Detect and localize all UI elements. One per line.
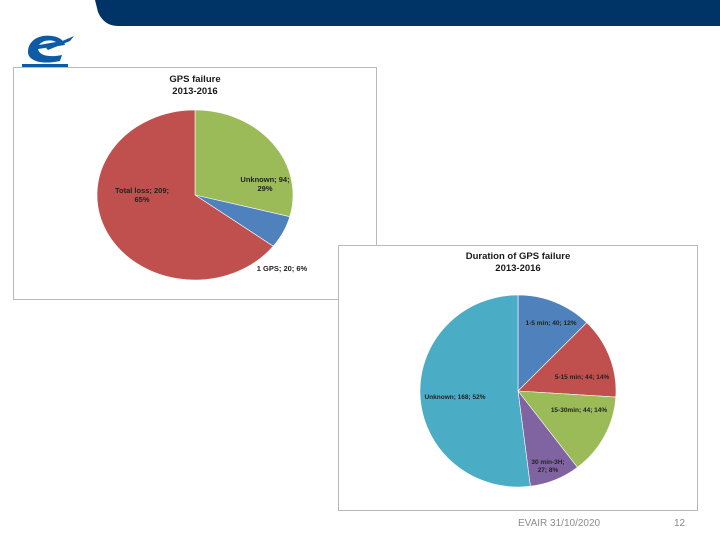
eurocontrol-logo-icon	[22, 35, 74, 67]
pie-slice-1-5-min	[517, 294, 588, 392]
data-label-15-30min: 15-30min; 44; 14%	[551, 407, 608, 414]
data-label-1-gps: 1 GPS; 20; 6%	[257, 264, 308, 273]
pie-slice-15-30min	[517, 390, 617, 468]
header-band	[0, 0, 720, 26]
pie-slice-unknown	[194, 109, 294, 218]
chart-gps-failure: GPS failure 2013-2016 Unknown; 94; 29% 1 G…	[13, 67, 377, 300]
chart-title: Duration of GPS failure 2013-2016	[339, 251, 697, 275]
data-label-5-15-min: 5-15 min; 44; 14%	[555, 374, 610, 381]
pie-chart: 1-5 min; 40; 12% 5-15 min; 44; 14% 15-30mi…	[419, 294, 617, 488]
chart-title: GPS failure 2013-2016	[14, 74, 376, 98]
pie-slice-unknown	[419, 294, 531, 488]
chart-title-line1: Duration of GPS failure	[465, 251, 571, 262]
chart-title-line2: 2013-2016	[172, 86, 218, 97]
pie-chart: Unknown; 94; 29% 1 GPS; 20; 6% Total loss; …	[96, 109, 308, 281]
data-label-30-min-3h: 30 min-3H; 27; 8%	[531, 459, 564, 474]
pie-slice-total-loss	[96, 109, 274, 281]
chart-duration-gps-failure: Duration of GPS failure 2013-2016 1-5 mi…	[338, 245, 698, 511]
chart-title-line1: GPS failure	[169, 74, 221, 85]
page-number: 12	[674, 518, 686, 529]
data-label-unknown: Unknown; 168; 52%	[424, 394, 485, 401]
pie-slice-5-15-min	[517, 322, 617, 398]
data-label-1-5-min: 1-5 min; 40; 12%	[526, 320, 577, 327]
data-label-unknown: Unknown; 94; 29%	[240, 175, 289, 193]
data-label-total-loss: Total loss; 209; 65%	[115, 186, 169, 204]
chart-title-line2: 2013-2016	[495, 263, 541, 274]
footer-event-date: EVAIR 31/10/2020	[518, 518, 601, 529]
